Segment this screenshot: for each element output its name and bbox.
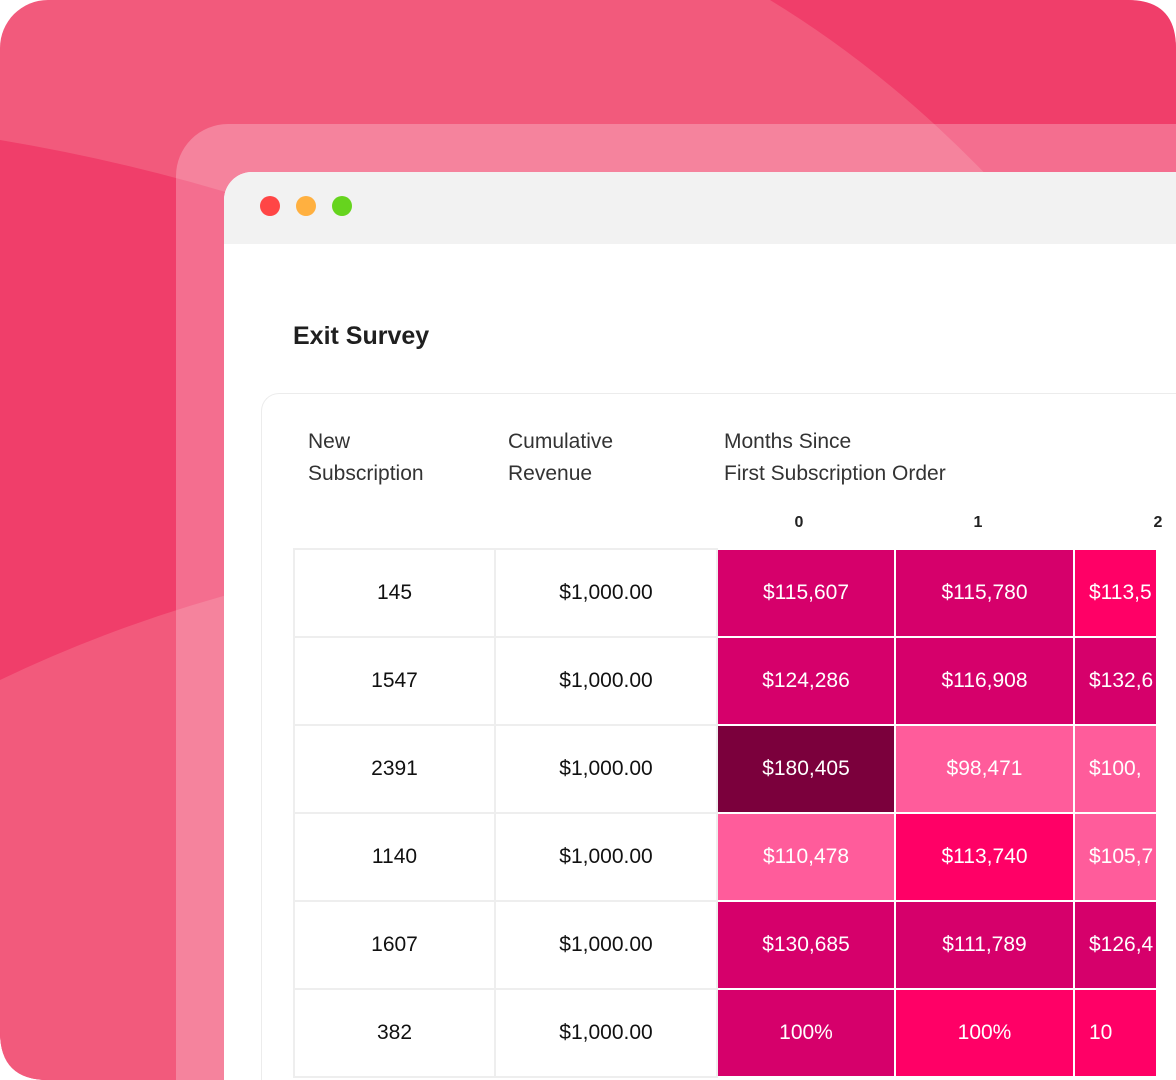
cumulative-revenue-cell: $1,000.00 [494,900,718,990]
app-window: Exit Survey New Subscription Cumulative … [224,172,1176,1080]
title-bar [224,172,1176,244]
month-header: 1 [973,514,983,531]
header-new-subscription: New Subscription [308,430,424,485]
close-button[interactable] [260,196,280,216]
heatmap-cell: $110,478 [716,812,896,902]
heatmap-cell: $98,471 [894,724,1075,814]
table-row: 1607 $1,000.00 $130,685 $111,789 $126,4 [293,900,1158,990]
cohort-card [261,393,1176,1080]
heatmap-cell: $111,789 [894,900,1075,990]
table-row: 382 $1,000.00 100% 100% 10 [293,988,1158,1078]
maximize-button[interactable] [332,196,352,216]
heatmap-cell: $130,685 [716,900,896,990]
month-header: 2 [1153,514,1163,531]
heatmap-cell: $113,5 [1073,548,1158,638]
table-row: 145 $1,000.00 $115,607 $115,780 $113,5 [293,548,1158,638]
cumulative-revenue-cell: $1,000.00 [494,988,718,1078]
new-subscription-cell: 2391 [293,724,496,814]
cumulative-revenue-cell: $1,000.00 [494,812,718,902]
heatmap-cell: 100% [716,988,896,1078]
heatmap-cell: $180,405 [716,724,896,814]
table-row: 1140 $1,000.00 $110,478 $113,740 $105,7 [293,812,1158,902]
heatmap-cell: 10 [1073,988,1158,1078]
minimize-button[interactable] [296,196,316,216]
new-subscription-cell: 1607 [293,900,496,990]
new-subscription-cell: 1547 [293,636,496,726]
heatmap-cell: $115,607 [716,548,896,638]
cohort-table: 145 $1,000.00 $115,607 $115,780 $113,5 1547 $1… [293,548,1158,1078]
heatmap-cell: $132,6 [1073,636,1158,726]
heatmap-cell: 100% [894,988,1075,1078]
table-row: 2391 $1,000.00 $180,405 $98,471 $100, [293,724,1158,814]
heatmap-cell: $100, [1073,724,1158,814]
new-subscription-cell: 145 [293,548,496,638]
heatmap-cell: $124,286 [716,636,896,726]
new-subscription-cell: 1140 [293,812,496,902]
heatmap-cell: $113,740 [894,812,1075,902]
heatmap-cell: $115,780 [894,548,1075,638]
table-row: 1547 $1,000.00 $124,286 $116,908 $132,6 [293,636,1158,726]
cumulative-revenue-cell: $1,000.00 [494,548,718,638]
new-subscription-cell: 382 [293,988,496,1078]
month-header: 0 [794,514,804,531]
page-title: Exit Survey [293,322,430,350]
cumulative-revenue-cell: $1,000.00 [494,636,718,726]
header-cumulative-revenue: Cumulative Revenue [508,430,614,485]
header-months-since: Months Since First Subscription Order [724,430,946,485]
cumulative-revenue-cell: $1,000.00 [494,724,718,814]
heatmap-cell: $105,7 [1073,812,1158,902]
heatmap-cell: $126,4 [1073,900,1158,990]
heatmap-cell: $116,908 [894,636,1075,726]
bg-shape [770,0,1176,420]
